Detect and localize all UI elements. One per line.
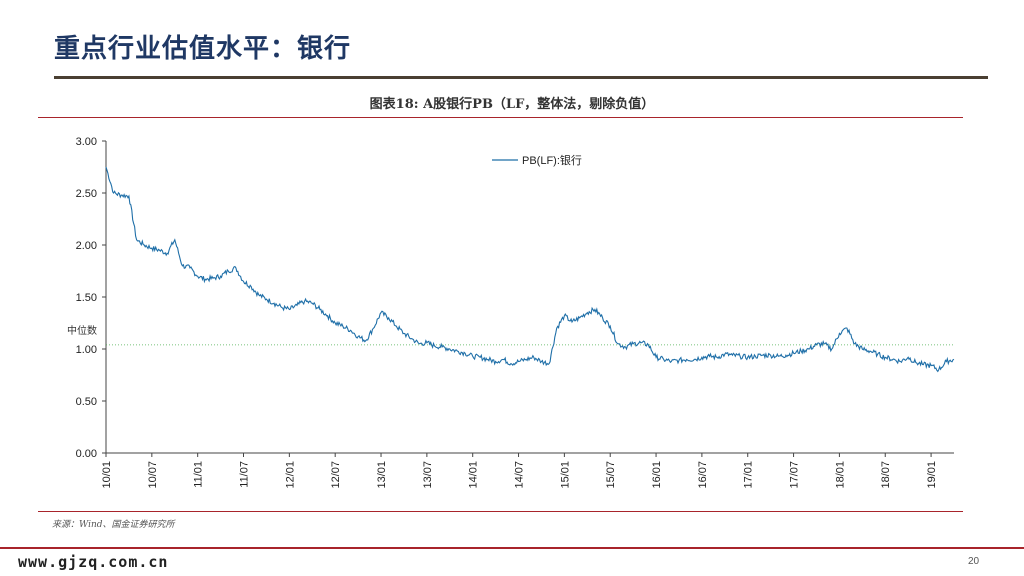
chart-legend: PB(LF):银行: [492, 153, 582, 167]
x-tick-label: 16/07: [697, 461, 709, 489]
series-line-pb-lf-bank: [105, 166, 955, 373]
y-tick-label: 3.00: [76, 136, 97, 148]
x-tick-label: 14/01: [468, 461, 480, 489]
y-tick-label: 1.50: [76, 292, 97, 304]
x-tick-label: 18/01: [834, 461, 846, 489]
source-note: 来源：Wind、国金证券研究所: [52, 520, 175, 530]
x-tick-label: 11/01: [193, 461, 205, 488]
footer-website: www.gjzq.com.cn: [18, 553, 169, 571]
x-tick-label: 12/01: [284, 461, 296, 489]
page-number: 20: [968, 556, 980, 567]
y-tick-label: 0.50: [76, 396, 97, 408]
chart-ticks: 3.00 2.50 2.00 1.50 1.00 0.50 0.00 10/01 10/07 11…: [76, 136, 939, 489]
x-tick-label: 13/07: [422, 461, 434, 489]
slide-title: 重点行业估值水平：银行: [54, 34, 352, 64]
x-tick-label: 17/01: [743, 461, 755, 489]
x-tick-label: 11/07: [239, 461, 251, 488]
x-tick-label: 18/07: [880, 461, 892, 489]
y-tick-label: 0.00: [76, 448, 97, 460]
legend-label: PB(LF):银行: [522, 153, 582, 167]
caption-divider: [38, 117, 963, 118]
x-tick-label: 16/01: [651, 461, 663, 489]
x-tick-label: 15/07: [605, 461, 617, 489]
x-tick-label: 14/07: [514, 461, 526, 489]
chart-axes: [105, 141, 954, 454]
median-reference-label: 中位数: [67, 324, 97, 337]
y-tick-label: 2.50: [76, 188, 97, 200]
chart-plot-area: 中位数: [67, 166, 955, 373]
x-tick-label: 10/07: [147, 461, 159, 489]
title-divider: [54, 76, 988, 79]
x-tick-label: 12/07: [330, 461, 342, 489]
footer-divider: [0, 547, 1024, 549]
x-tick-label: 15/01: [559, 461, 571, 489]
figure-caption: 图表18: A股银行PB（LF，整体法，剔除负值）: [369, 97, 655, 112]
y-tick-label: 2.00: [76, 240, 97, 252]
source-divider: [38, 511, 963, 512]
y-tick-label: 1.00: [76, 344, 97, 356]
x-tick-label: 13/01: [376, 461, 388, 489]
x-tick-label: 10/01: [101, 461, 113, 489]
x-tick-label: 19/01: [926, 461, 938, 489]
x-tick-label: 17/07: [789, 461, 801, 489]
